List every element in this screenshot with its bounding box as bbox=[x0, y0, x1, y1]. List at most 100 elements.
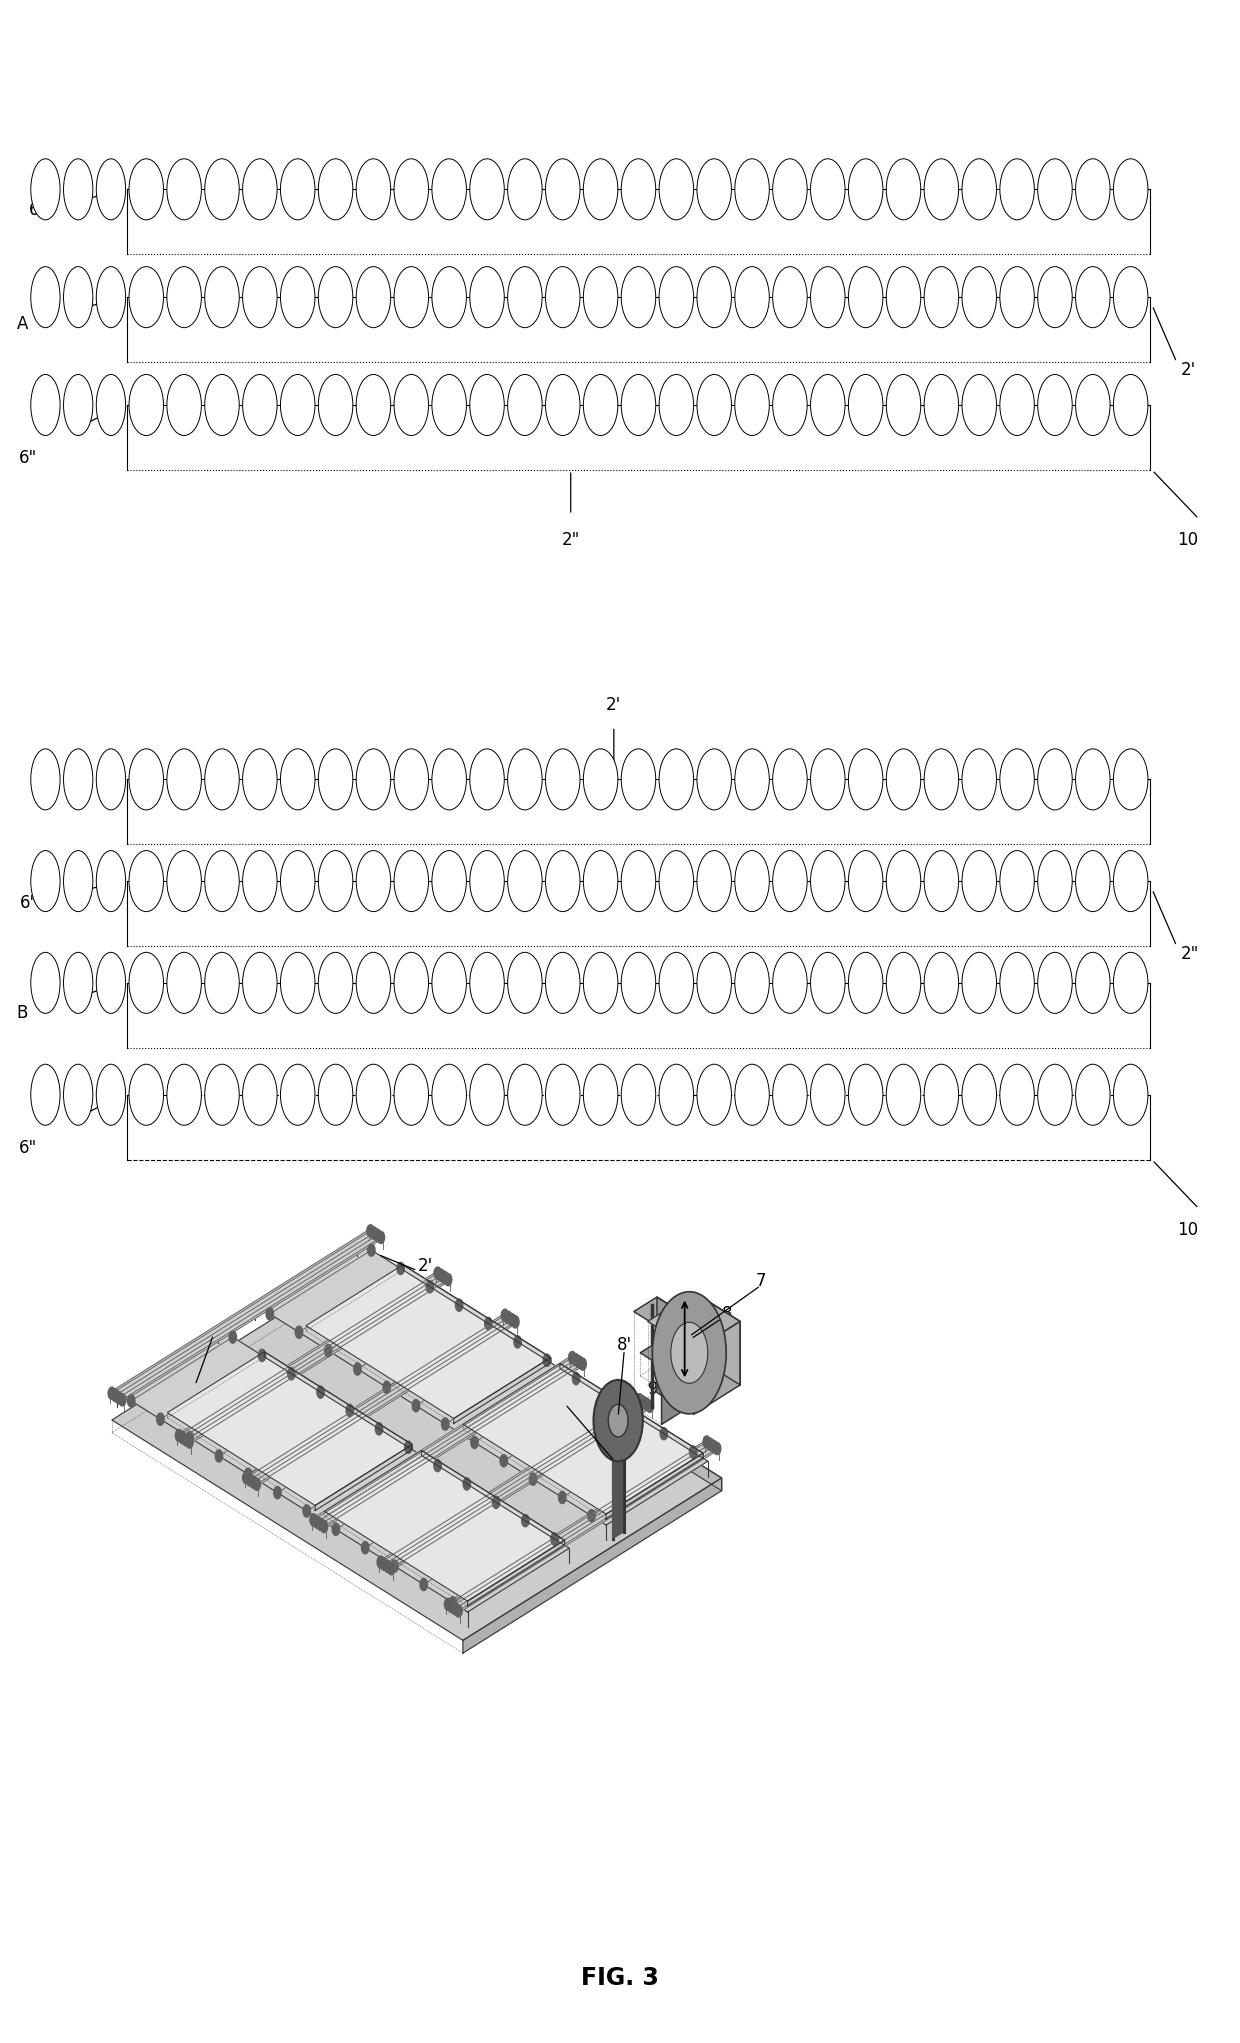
Polygon shape bbox=[657, 1297, 684, 1410]
Ellipse shape bbox=[1038, 1064, 1073, 1126]
Circle shape bbox=[295, 1326, 303, 1338]
Ellipse shape bbox=[546, 374, 580, 435]
Ellipse shape bbox=[660, 750, 693, 809]
Ellipse shape bbox=[31, 952, 60, 1013]
Ellipse shape bbox=[811, 374, 844, 435]
Ellipse shape bbox=[999, 159, 1034, 221]
Ellipse shape bbox=[697, 268, 732, 327]
Ellipse shape bbox=[924, 850, 959, 911]
Ellipse shape bbox=[432, 952, 466, 1013]
Ellipse shape bbox=[924, 952, 959, 1013]
Ellipse shape bbox=[773, 374, 807, 435]
Polygon shape bbox=[657, 1342, 677, 1379]
Ellipse shape bbox=[97, 952, 125, 1013]
Circle shape bbox=[492, 1495, 500, 1508]
Text: B: B bbox=[16, 1005, 27, 1022]
Circle shape bbox=[397, 1263, 404, 1275]
Ellipse shape bbox=[280, 374, 315, 435]
Circle shape bbox=[529, 1473, 537, 1485]
Circle shape bbox=[258, 1348, 265, 1361]
Ellipse shape bbox=[394, 850, 429, 911]
Text: 8': 8' bbox=[616, 1336, 632, 1355]
Ellipse shape bbox=[848, 159, 883, 221]
Polygon shape bbox=[306, 1265, 551, 1418]
Ellipse shape bbox=[546, 268, 580, 327]
Ellipse shape bbox=[999, 750, 1034, 809]
Ellipse shape bbox=[962, 850, 997, 911]
Circle shape bbox=[689, 1446, 697, 1459]
Ellipse shape bbox=[546, 952, 580, 1013]
Ellipse shape bbox=[97, 750, 125, 809]
Polygon shape bbox=[379, 1399, 651, 1569]
Circle shape bbox=[471, 1436, 479, 1448]
Ellipse shape bbox=[97, 850, 125, 911]
Circle shape bbox=[513, 1336, 521, 1348]
Ellipse shape bbox=[1038, 374, 1073, 435]
Circle shape bbox=[711, 1440, 718, 1453]
Ellipse shape bbox=[167, 268, 201, 327]
Circle shape bbox=[485, 1318, 492, 1330]
Ellipse shape bbox=[319, 1064, 353, 1126]
Ellipse shape bbox=[546, 850, 580, 911]
Ellipse shape bbox=[1075, 850, 1110, 911]
Ellipse shape bbox=[583, 159, 618, 221]
Circle shape bbox=[383, 1381, 391, 1393]
Circle shape bbox=[115, 1391, 123, 1404]
Circle shape bbox=[500, 1455, 507, 1467]
Polygon shape bbox=[661, 1355, 677, 1389]
Ellipse shape bbox=[621, 374, 656, 435]
Circle shape bbox=[288, 1367, 295, 1379]
Ellipse shape bbox=[432, 268, 466, 327]
Ellipse shape bbox=[1038, 268, 1073, 327]
Ellipse shape bbox=[583, 750, 618, 809]
Polygon shape bbox=[403, 1265, 551, 1363]
Ellipse shape bbox=[811, 850, 844, 911]
Ellipse shape bbox=[63, 268, 93, 327]
Polygon shape bbox=[560, 1363, 703, 1459]
Circle shape bbox=[175, 1430, 182, 1442]
Circle shape bbox=[186, 1432, 193, 1444]
Circle shape bbox=[558, 1491, 565, 1504]
Ellipse shape bbox=[773, 850, 807, 911]
Text: 8: 8 bbox=[722, 1305, 732, 1322]
Text: 2': 2' bbox=[1180, 362, 1195, 380]
Circle shape bbox=[108, 1387, 115, 1399]
Text: 2': 2' bbox=[606, 697, 621, 715]
Ellipse shape bbox=[697, 750, 732, 809]
Polygon shape bbox=[467, 1540, 564, 1606]
Ellipse shape bbox=[1075, 952, 1110, 1013]
Ellipse shape bbox=[319, 374, 353, 435]
Ellipse shape bbox=[31, 268, 60, 327]
Polygon shape bbox=[463, 1477, 722, 1653]
Ellipse shape bbox=[243, 952, 277, 1013]
Ellipse shape bbox=[773, 1064, 807, 1126]
Ellipse shape bbox=[962, 374, 997, 435]
Ellipse shape bbox=[356, 750, 391, 809]
Circle shape bbox=[274, 1487, 281, 1500]
Ellipse shape bbox=[432, 850, 466, 911]
Circle shape bbox=[376, 1422, 383, 1434]
Ellipse shape bbox=[319, 952, 353, 1013]
Circle shape bbox=[505, 1312, 512, 1324]
Polygon shape bbox=[647, 1293, 740, 1350]
Ellipse shape bbox=[470, 750, 505, 809]
Ellipse shape bbox=[432, 1064, 466, 1126]
Ellipse shape bbox=[735, 952, 769, 1013]
Ellipse shape bbox=[63, 159, 93, 221]
Circle shape bbox=[636, 1393, 644, 1406]
Ellipse shape bbox=[999, 952, 1034, 1013]
Ellipse shape bbox=[31, 850, 60, 911]
Ellipse shape bbox=[167, 850, 201, 911]
Circle shape bbox=[579, 1359, 587, 1371]
Circle shape bbox=[244, 1469, 252, 1481]
Circle shape bbox=[182, 1434, 190, 1446]
Text: 6": 6" bbox=[19, 449, 37, 468]
Ellipse shape bbox=[621, 750, 656, 809]
Ellipse shape bbox=[470, 1064, 505, 1126]
Ellipse shape bbox=[280, 850, 315, 911]
Ellipse shape bbox=[621, 159, 656, 221]
Circle shape bbox=[373, 1230, 381, 1242]
Ellipse shape bbox=[205, 374, 239, 435]
Ellipse shape bbox=[697, 1064, 732, 1126]
Text: A: A bbox=[16, 315, 27, 333]
